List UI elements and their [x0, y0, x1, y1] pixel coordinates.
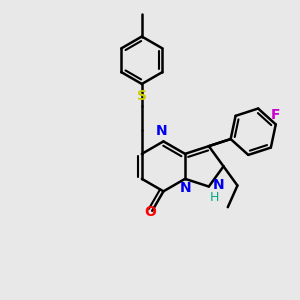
Text: N: N: [156, 124, 168, 138]
Text: N: N: [179, 181, 191, 195]
Text: N: N: [213, 178, 224, 192]
Text: S: S: [137, 89, 147, 103]
Text: F: F: [271, 108, 281, 122]
Text: H: H: [210, 191, 219, 204]
Text: O: O: [144, 205, 156, 219]
